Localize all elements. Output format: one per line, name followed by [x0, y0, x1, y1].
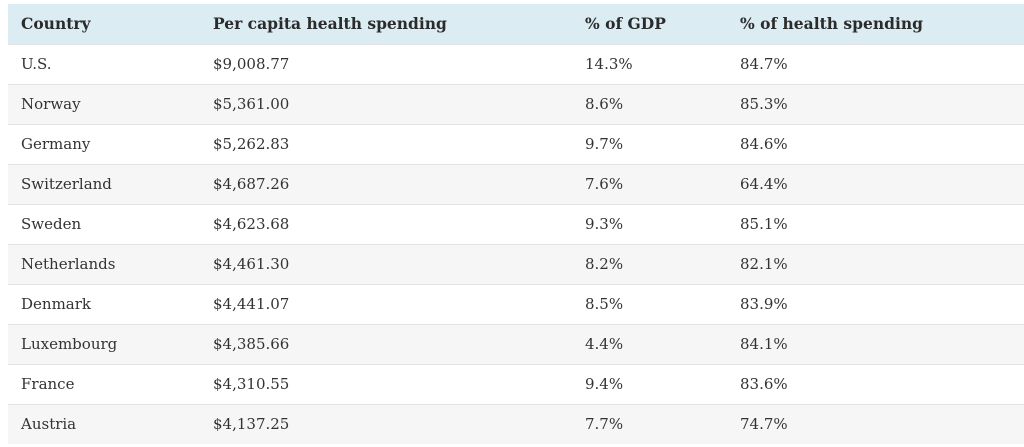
cell-percent-health-spending: 83.6% [740, 375, 788, 393]
cell-percent-gdp: 9.3% [585, 215, 624, 233]
table-body: U.S. $9,008.77 14.3% 84.7% Norway $5,361… [8, 44, 1024, 444]
cell-percent-health-spending: 82.1% [740, 255, 788, 273]
table-row: Switzerland $4,687.26 7.6% 64.4% [8, 164, 1024, 204]
cell-per-capita-spending: $4,385.66 [213, 335, 290, 353]
cell-country: U.S. [21, 55, 52, 73]
table-row: Norway $5,361.00 8.6% 85.3% [8, 84, 1024, 124]
cell-percent-health-spending: 85.1% [740, 215, 788, 233]
cell-percent-health-spending: 84.1% [740, 335, 788, 353]
cell-per-capita-spending: $4,687.26 [213, 175, 290, 193]
cell-percent-health-spending: 85.3% [740, 95, 788, 113]
cell-per-capita-spending: $5,361.00 [213, 95, 290, 113]
cell-percent-gdp: 7.6% [585, 175, 624, 193]
cell-percent-health-spending: 83.9% [740, 295, 788, 313]
table-header: Country Per capita health spending % of … [8, 4, 1024, 44]
table-row: Sweden $4,623.68 9.3% 85.1% [8, 204, 1024, 244]
cell-percent-gdp: 8.2% [585, 255, 624, 273]
cell-percent-health-spending: 64.4% [740, 175, 788, 193]
cell-percent-health-spending: 84.6% [740, 135, 788, 153]
table-row: Austria $4,137.25 7.7% 74.7% [8, 404, 1024, 444]
cell-country: Denmark [21, 295, 91, 313]
cell-percent-health-spending: 74.7% [740, 415, 788, 434]
table-row: Netherlands $4,461.30 8.2% 82.1% [8, 244, 1024, 284]
cell-percent-gdp: 7.7% [585, 415, 624, 434]
cell-percent-gdp: 9.4% [585, 375, 624, 393]
cell-country: Germany [21, 135, 91, 153]
cell-country: Austria [21, 415, 77, 434]
cell-per-capita-spending: $5,262.83 [213, 135, 290, 153]
header-percent-health-spending: % of health spending [740, 14, 923, 34]
table-row: Luxembourg $4,385.66 4.4% 84.1% [8, 324, 1024, 364]
health-spending-table-container: Country Per capita health spending % of … [8, 4, 1024, 444]
cell-country: Netherlands [21, 255, 116, 273]
cell-percent-gdp: 9.7% [585, 135, 624, 153]
cell-per-capita-spending: $4,461.30 [213, 255, 290, 273]
table-row: Germany $5,262.83 9.7% 84.6% [8, 124, 1024, 164]
cell-country: Norway [21, 95, 81, 113]
cell-per-capita-spending: $4,441.07 [213, 295, 290, 313]
cell-country: Sweden [21, 215, 82, 233]
cell-country: Switzerland [21, 175, 112, 193]
header-per-capita-spending: Per capita health spending [213, 14, 447, 34]
table-row: Denmark $4,441.07 8.5% 83.9% [8, 284, 1024, 324]
cell-per-capita-spending: $4,137.25 [213, 415, 290, 434]
table-row: U.S. $9,008.77 14.3% 84.7% [8, 44, 1024, 84]
header-row: Country Per capita health spending % of … [8, 4, 1024, 44]
cell-per-capita-spending: $9,008.77 [213, 55, 290, 73]
cell-per-capita-spending: $4,310.55 [213, 375, 290, 393]
cell-country: France [21, 375, 75, 393]
cell-percent-gdp: 8.6% [585, 95, 624, 113]
cell-percent-health-spending: 84.7% [740, 55, 788, 73]
cell-per-capita-spending: $4,623.68 [213, 215, 290, 233]
table-row: France $4,310.55 9.4% 83.6% [8, 364, 1024, 404]
cell-percent-gdp: 14.3% [585, 55, 633, 73]
cell-percent-gdp: 8.5% [585, 295, 624, 313]
header-percent-gdp: % of GDP [585, 14, 666, 34]
header-country: Country [21, 14, 91, 34]
cell-percent-gdp: 4.4% [585, 335, 624, 353]
health-spending-table: Country Per capita health spending % of … [8, 4, 1024, 444]
cell-country: Luxembourg [21, 335, 118, 353]
